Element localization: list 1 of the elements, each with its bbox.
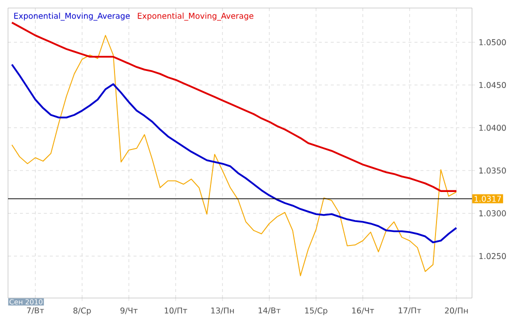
- line-series: [11, 34, 457, 276]
